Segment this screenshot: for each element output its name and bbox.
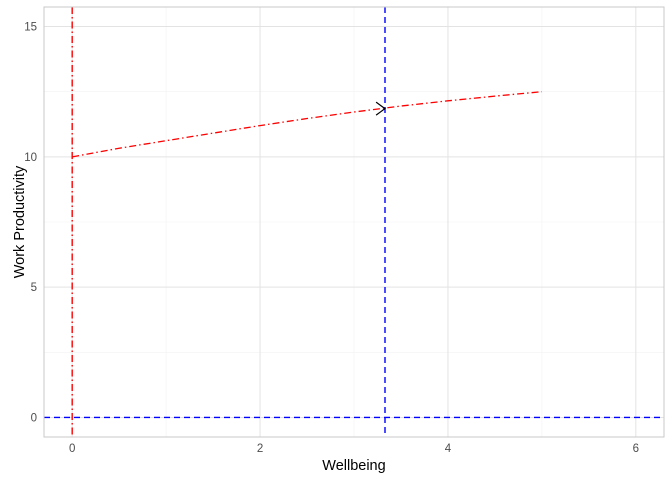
- y-axis-title: Work Productivity: [12, 165, 28, 278]
- x-tick-label-0: 0: [69, 443, 75, 455]
- annotation-layer: [375, 101, 387, 116]
- y-tick-label-3: 15: [24, 22, 37, 34]
- y-tick-label-2: 10: [24, 152, 37, 164]
- panel-border: [43, 6, 665, 438]
- x-tick-label-1: 2: [257, 443, 263, 455]
- x-tick-label-2: 4: [445, 443, 452, 455]
- y-tick-label-0: 0: [31, 412, 37, 424]
- x-axis-ticks: 0 2 4 6: [69, 443, 639, 455]
- y-tick-label-1: 5: [31, 282, 37, 294]
- series-layer: [72, 91, 542, 158]
- minor-gridlines: [44, 7, 664, 437]
- x-tick-label-3: 6: [633, 443, 639, 455]
- reference-lines: [44, 7, 664, 437]
- arrow-annotation-0: [375, 101, 387, 116]
- series-line-0: [72, 91, 542, 158]
- y-axis-ticks: 0 5 10 15: [24, 22, 37, 425]
- x-axis-title: Wellbeing: [322, 458, 385, 474]
